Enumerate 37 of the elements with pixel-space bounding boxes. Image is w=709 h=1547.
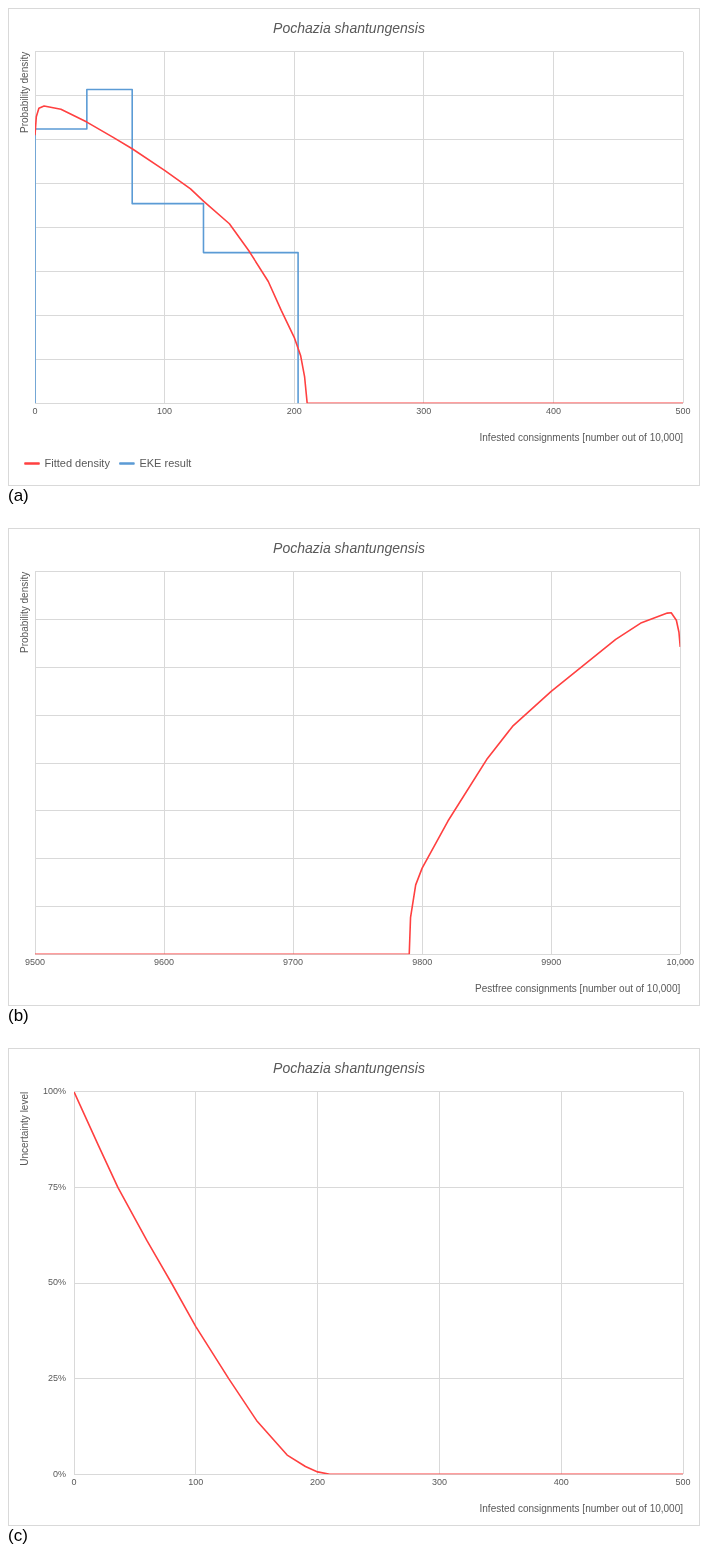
y-axis-title: Probability density: [18, 51, 30, 133]
legend-label: Fitted density: [44, 456, 111, 469]
y-axis-title: Probability density: [18, 571, 30, 653]
x-tick-label: 100: [157, 406, 173, 417]
chart-title: Pochazia shantungensis: [273, 1060, 425, 1077]
x-axis-title: Infested consignments [number out of 10,000]: [479, 431, 684, 443]
x-tick-label: 9900: [541, 957, 562, 968]
y-tick-label: 100%: [42, 1086, 67, 1097]
x-tick-label: 200: [286, 406, 302, 417]
y-axis-title: Uncertainty level: [18, 1091, 30, 1166]
x-tick-label: 200: [310, 1477, 326, 1488]
x-tick-label: 300: [416, 406, 432, 417]
text: (a): [8, 486, 30, 506]
chart-title: Pochazia shantungensis: [273, 540, 425, 557]
x-axis-title: Pestfree consignments [number out of 10,000]: [475, 982, 681, 994]
text: (b): [8, 1006, 30, 1026]
y-tick-label: 0%: [53, 1468, 67, 1479]
x-tick-label: 9700: [283, 957, 304, 968]
x-tick-label: 500: [675, 1477, 691, 1488]
chart-title: Pochazia shantungensis: [273, 20, 425, 37]
x-tick-label: 9800: [412, 957, 433, 968]
x-tick-label: 10,000: [666, 957, 694, 968]
x-tick-label: 9600: [154, 957, 175, 968]
x-tick-label: 0: [71, 1477, 77, 1488]
x-tick-label: 400: [553, 1477, 569, 1488]
legend-label: EKE result: [139, 456, 192, 469]
x-tick-label: 400: [545, 406, 561, 417]
y-tick-label: 50%: [48, 1277, 67, 1288]
x-tick-label: 0: [32, 406, 38, 417]
y-tick-label: 25%: [48, 1373, 67, 1384]
x-axis-title: Infested consignments [number out of 10,000]: [479, 1502, 684, 1514]
x-tick-label: 100: [188, 1477, 204, 1488]
x-tick-label: 300: [431, 1477, 447, 1488]
y-tick-label: 75%: [48, 1181, 67, 1192]
text: (c): [8, 1526, 29, 1546]
x-tick-label: 500: [675, 406, 691, 417]
x-tick-label: 9500: [24, 957, 46, 968]
